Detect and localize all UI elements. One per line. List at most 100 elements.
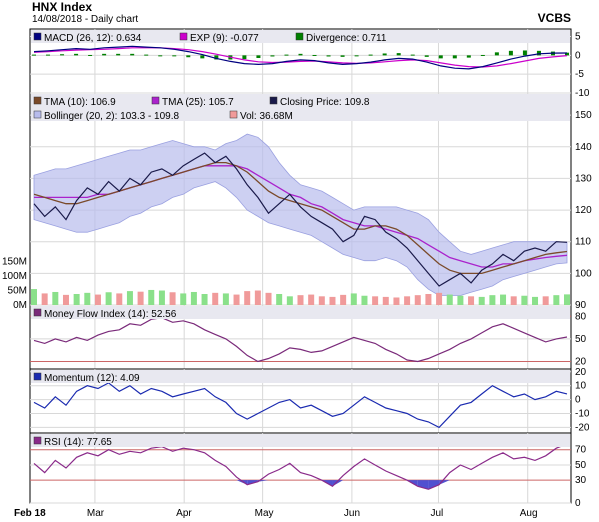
volume-tick-label: 50M	[8, 286, 27, 297]
volume-bar	[532, 296, 539, 305]
divergence-bar	[214, 55, 219, 60]
divergence-bar	[172, 55, 177, 57]
volume-bar	[329, 296, 336, 305]
divergence-bar	[312, 54, 317, 56]
osc-tick-label: -20	[575, 422, 590, 433]
divergence-bar	[536, 50, 541, 56]
legend-label: Bollinger (20, 2): 103.3 - 109.8	[44, 111, 180, 122]
osc-tick-label: -10	[575, 409, 590, 420]
legend-swatch	[33, 32, 42, 41]
chart-title: HNX Index	[32, 0, 93, 14]
divergence-bar	[494, 52, 499, 56]
volume-bar	[84, 292, 91, 305]
price-tick-label: 150	[575, 110, 592, 121]
volume-bar	[350, 293, 357, 305]
divergence-bar	[130, 53, 135, 56]
osc-tick-label: 0	[575, 395, 581, 406]
volume-bar	[393, 297, 400, 305]
macd-tick-label: -10	[575, 88, 590, 99]
divergence-bar	[144, 54, 149, 56]
macd-line	[33, 45, 568, 70]
divergence-bar	[284, 54, 289, 56]
volume-bar	[404, 296, 411, 305]
date-axis-label: Aug	[520, 508, 538, 519]
legend-swatch	[151, 96, 160, 105]
price-tick-label: 90	[575, 300, 587, 311]
volume-bar	[148, 289, 155, 305]
divergence-bar	[424, 55, 429, 57]
volume-bar	[308, 294, 315, 305]
volume-bar	[297, 295, 304, 305]
volume-tick-label: 0M	[13, 300, 27, 311]
volume-bar	[254, 290, 261, 305]
volume-bar	[457, 295, 464, 305]
legend-label: TMA (10): 106.9	[44, 97, 116, 108]
volume-bar	[126, 291, 133, 305]
legend-label: TMA (25): 105.7	[162, 97, 234, 108]
legend-label: MACD (26, 12): 0.634	[44, 33, 142, 44]
price-tick-label: 130	[575, 173, 592, 184]
osc-legend-bg	[31, 434, 570, 447]
divergence-bar	[354, 55, 359, 57]
volume-bar	[244, 291, 251, 305]
macd-tick-label: -5	[575, 69, 584, 80]
volume-bar	[169, 292, 176, 305]
divergence-bar	[158, 55, 163, 57]
osc-tick-label: 20	[575, 367, 587, 378]
divergence-bar	[368, 54, 373, 56]
osc-line	[33, 382, 568, 429]
volume-bar	[372, 296, 379, 305]
osc-legend-bg	[31, 306, 570, 319]
osc-tick-label: 30	[575, 475, 587, 486]
volume-bar	[318, 296, 325, 305]
volume-bar	[500, 294, 507, 305]
volume-bar	[105, 292, 112, 305]
divergence-bar	[256, 55, 261, 58]
divergence-bar	[88, 54, 93, 56]
legend-swatch	[33, 308, 42, 317]
date-axis-label: May	[255, 508, 274, 519]
legend-swatch	[295, 32, 304, 41]
legend-swatch	[269, 96, 278, 105]
volume-bar	[52, 291, 59, 305]
legend-swatch	[33, 96, 42, 105]
macd-tick-label: 0	[575, 50, 581, 61]
divergence-bar	[116, 53, 121, 56]
divergence-bar	[565, 52, 569, 56]
volume-bar	[276, 294, 283, 305]
legend-label: Momentum (12): 4.09	[44, 373, 140, 384]
volume-bar	[510, 296, 517, 305]
osc-tick-label: 50	[575, 334, 587, 345]
osc-tick-label: 70	[575, 445, 587, 456]
volume-bar	[116, 293, 123, 305]
volume-bar	[222, 293, 229, 305]
divergence-bar	[522, 50, 527, 56]
divergence-bar	[326, 55, 331, 57]
brand-label: VCBS	[537, 11, 571, 25]
divergence-bar	[298, 53, 303, 56]
divergence-bar	[74, 53, 79, 56]
legend-swatch	[33, 436, 42, 445]
divergence-bar	[438, 55, 443, 59]
volume-bar	[361, 295, 368, 305]
legend-swatch	[179, 32, 188, 41]
price-tick-label: 100	[575, 268, 592, 279]
volume-bar	[564, 294, 570, 305]
osc-line	[33, 443, 568, 490]
osc-tick-label: 50	[575, 460, 587, 471]
bollinger-band	[33, 133, 568, 296]
volume-bar	[446, 294, 453, 305]
divergence-bar	[242, 55, 247, 60]
oversold-fill	[236, 480, 248, 485]
volume-bar	[212, 292, 219, 305]
volume-bar	[478, 296, 485, 305]
divergence-bar	[452, 55, 457, 59]
volume-bar	[233, 294, 240, 305]
volume-bar	[73, 294, 80, 305]
volume-bar	[414, 295, 421, 305]
legend-swatch	[33, 372, 42, 381]
legend-label: RSI (14): 77.65	[44, 437, 112, 448]
volume-bar	[436, 292, 443, 305]
divergence-bar	[186, 55, 191, 58]
date-axis-label: Jun	[344, 508, 360, 519]
